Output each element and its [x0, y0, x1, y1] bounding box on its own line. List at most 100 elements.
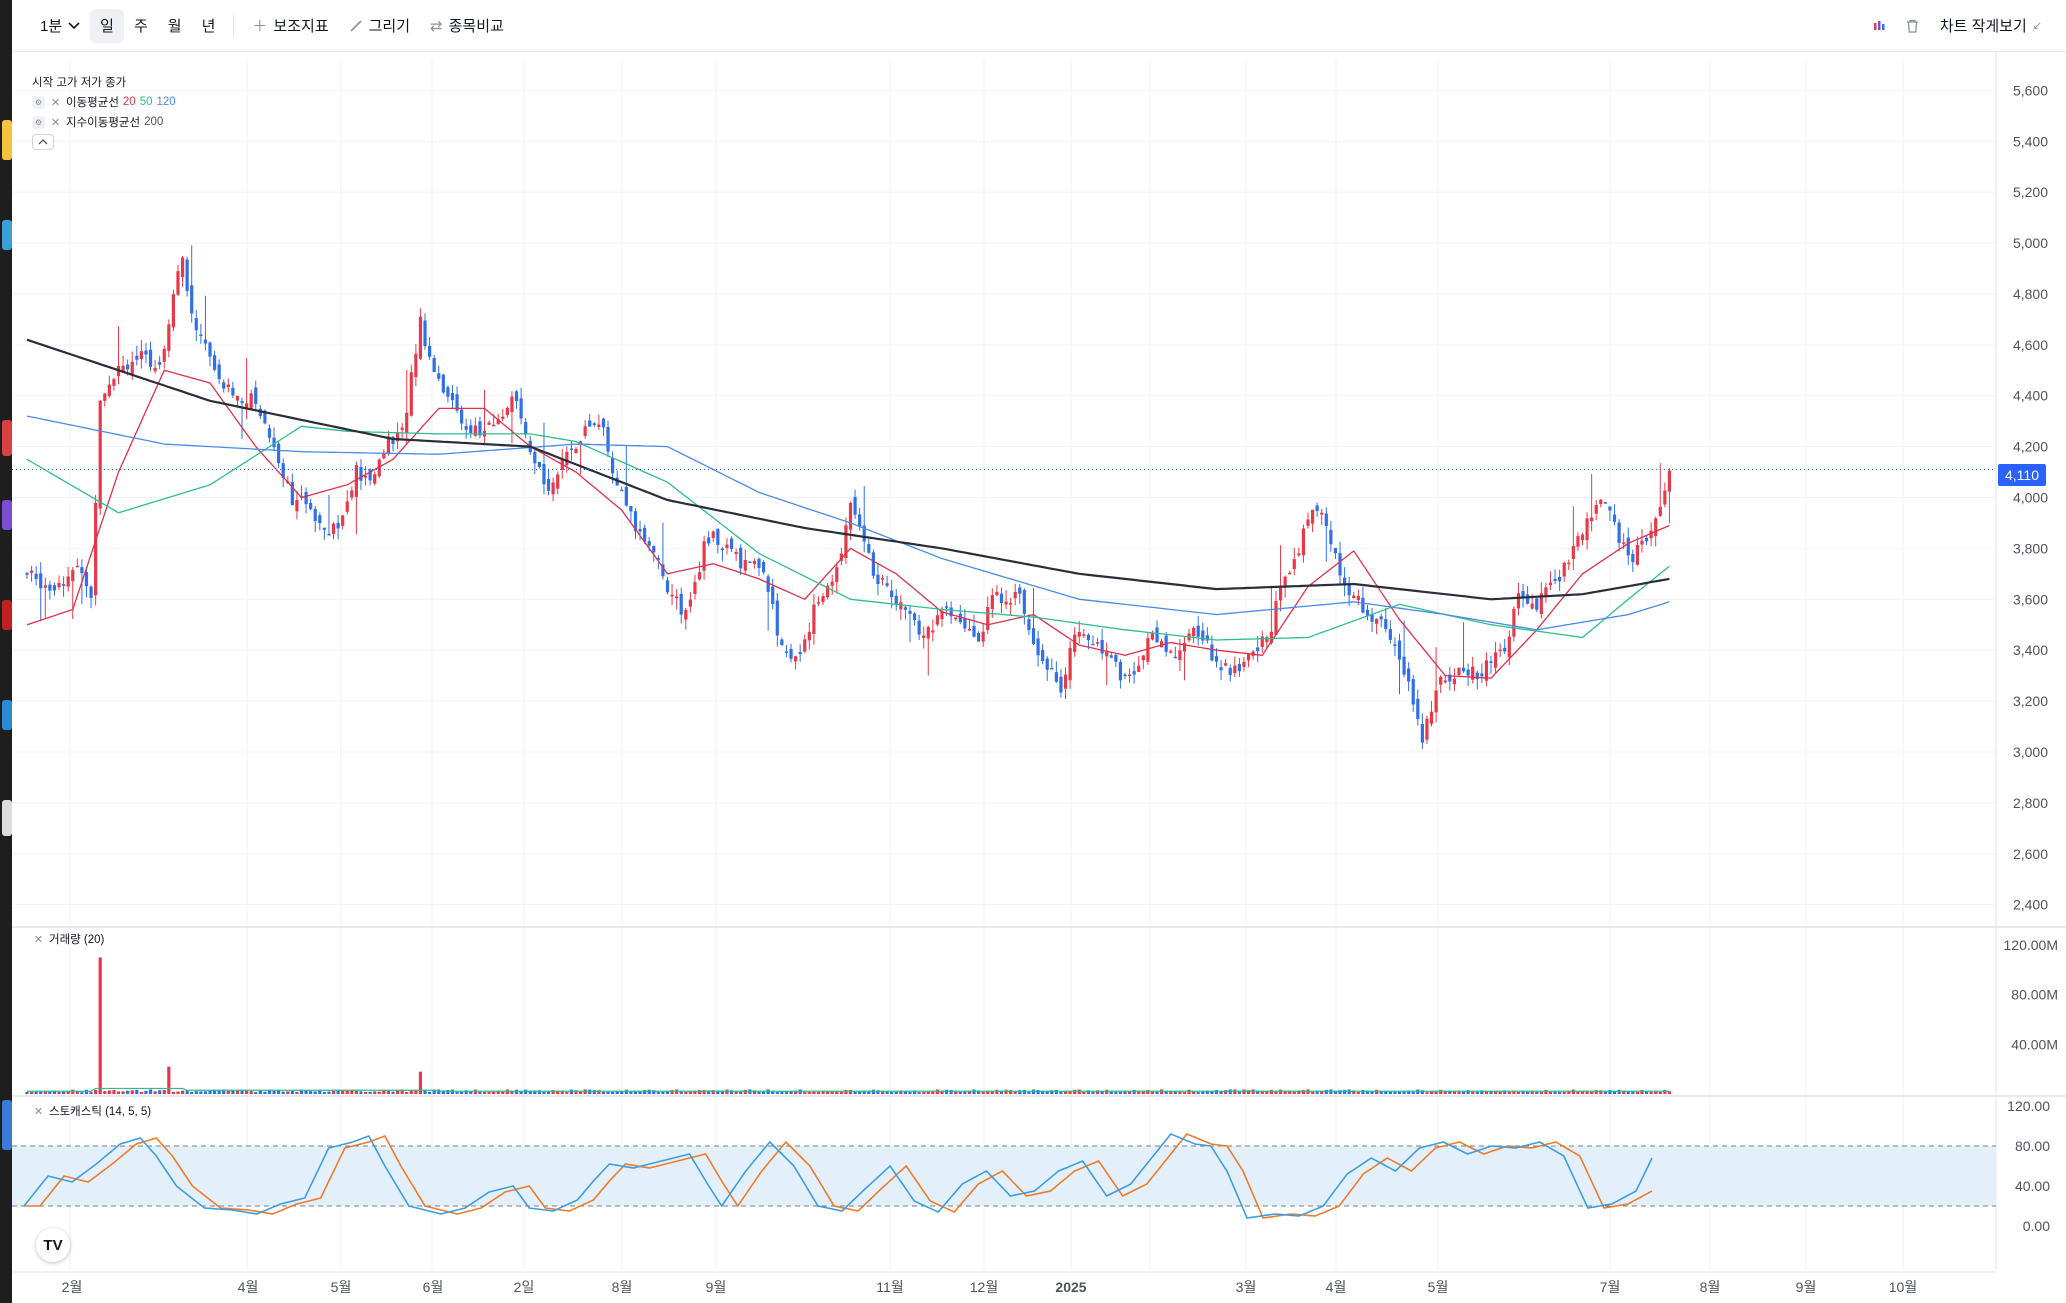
volume-bar: [1375, 1089, 1379, 1094]
ma-period-50: 50: [139, 96, 153, 108]
volume-bar: [789, 1091, 793, 1094]
swap-arrows-icon: ⇄: [430, 17, 443, 35]
candle-body-up: [922, 635, 926, 638]
collapse-legend-button[interactable]: [32, 134, 54, 150]
volume-bar: [382, 1089, 386, 1094]
candle-body-up: [752, 560, 757, 564]
candle-body-down: [949, 607, 953, 617]
period-tab-day[interactable]: 일: [90, 8, 124, 43]
candle-body-up: [43, 585, 47, 588]
candle-body-down: [1086, 634, 1090, 641]
candle-body-up: [556, 474, 560, 489]
candle-body-up: [405, 412, 409, 433]
candle-body-down: [1219, 667, 1223, 671]
small-chart-button[interactable]: 차트 작게보기 ↙: [1930, 9, 2052, 43]
candle-body-down: [52, 585, 57, 591]
candle-body-down: [1553, 579, 1557, 581]
volume-bar: [354, 1090, 358, 1094]
volume-bar: [1041, 1091, 1045, 1094]
price-tick-label: 5,200: [2013, 184, 2048, 200]
compare-button[interactable]: ⇄ 종목비교: [420, 9, 514, 43]
period-tab-week[interactable]: 주: [124, 9, 158, 43]
volume-bar: [267, 1089, 272, 1094]
candle-body-up: [725, 544, 729, 549]
candle-body-down: [1022, 590, 1026, 614]
interval-dropdown[interactable]: 1분: [30, 9, 90, 43]
candle-body-up: [812, 604, 816, 635]
volume-bar: [697, 1090, 702, 1094]
candle-body-up: [341, 515, 345, 526]
settings-icon[interactable]: ⚙: [32, 95, 45, 109]
volume-bar: [519, 1091, 523, 1094]
volume-bar: [43, 1090, 47, 1094]
volume-bar: [1516, 1091, 1521, 1094]
volume-bar: [1100, 1091, 1104, 1094]
candle-body-down: [858, 514, 862, 527]
desktop-icon: [2, 120, 12, 160]
volume-bar: [981, 1091, 985, 1094]
volume-bar: [368, 1091, 372, 1094]
candle-body-down: [656, 557, 660, 560]
candle-style-icon[interactable]: [1862, 9, 1896, 43]
volume-bar: [830, 1091, 834, 1094]
collapse-arrows-icon: ↙: [2032, 20, 2042, 32]
volume-bar: [606, 1091, 610, 1094]
candle-body-down: [977, 632, 981, 642]
close-icon[interactable]: ✕: [33, 933, 44, 946]
candle-body-up: [1434, 690, 1438, 713]
volume-bar: [158, 1090, 162, 1094]
candle-body-up: [180, 257, 185, 278]
volume-bar: [1507, 1091, 1511, 1094]
candle-body-up: [1567, 562, 1571, 565]
candle-body-down: [944, 606, 949, 608]
volume-bar: [1164, 1090, 1168, 1094]
candle-body-down: [217, 364, 221, 380]
stoch-k-line: [23, 1133, 1653, 1219]
volume-bar: [752, 1090, 757, 1094]
close-icon[interactable]: ✕: [50, 96, 61, 109]
candle-body-up: [1663, 490, 1667, 505]
volume-bar: [327, 1091, 331, 1094]
volume-bar: [679, 1090, 683, 1094]
volume-bar: [1205, 1090, 1209, 1094]
draw-button[interactable]: 그리기: [339, 9, 420, 43]
volume-bar: [222, 1089, 226, 1094]
desktop-icon: [2, 800, 12, 836]
candle-body-up: [1356, 595, 1360, 601]
stoch-tick-label: 0.00: [2023, 1218, 2050, 1234]
trash-icon[interactable]: [1896, 9, 1930, 43]
candle-body-up: [1320, 512, 1324, 515]
candle-body-down: [917, 620, 921, 635]
volume-bar: [1169, 1091, 1173, 1094]
volume-bar: [272, 1090, 276, 1094]
candle-body-down: [1558, 576, 1562, 582]
candle-body-down: [1489, 661, 1493, 663]
ohlc-legend-text: 시작 고가 저가 종가: [32, 77, 127, 89]
candle-body-down: [1315, 505, 1319, 511]
candle-body-up: [1635, 544, 1639, 565]
volume-bar: [254, 1092, 258, 1094]
volume-bar: [1022, 1090, 1026, 1094]
indicators-button[interactable]: ＋ 보조지표: [242, 9, 338, 43]
volume-bar: [1068, 1091, 1072, 1094]
close-icon[interactable]: ✕: [50, 116, 61, 129]
candle-body-down: [281, 463, 285, 479]
volume-bar: [226, 1090, 230, 1094]
candle-body-down: [39, 573, 43, 589]
close-icon[interactable]: ✕: [33, 1105, 44, 1118]
candle-body-up: [1562, 562, 1566, 577]
volume-bar: [1567, 1091, 1571, 1094]
candle-body-down: [263, 410, 267, 424]
candle-body-down: [1631, 553, 1635, 563]
volume-bar: [135, 1089, 139, 1094]
candle-body-up: [1013, 591, 1017, 599]
tradingview-logo[interactable]: TV: [36, 1228, 70, 1262]
candle-body-down: [537, 462, 541, 468]
period-tab-year[interactable]: 년: [192, 9, 226, 43]
settings-icon[interactable]: ⚙: [32, 115, 45, 129]
volume-bar: [62, 1090, 66, 1094]
period-tab-month[interactable]: 월: [158, 9, 192, 43]
candle-body-up: [1590, 517, 1594, 522]
